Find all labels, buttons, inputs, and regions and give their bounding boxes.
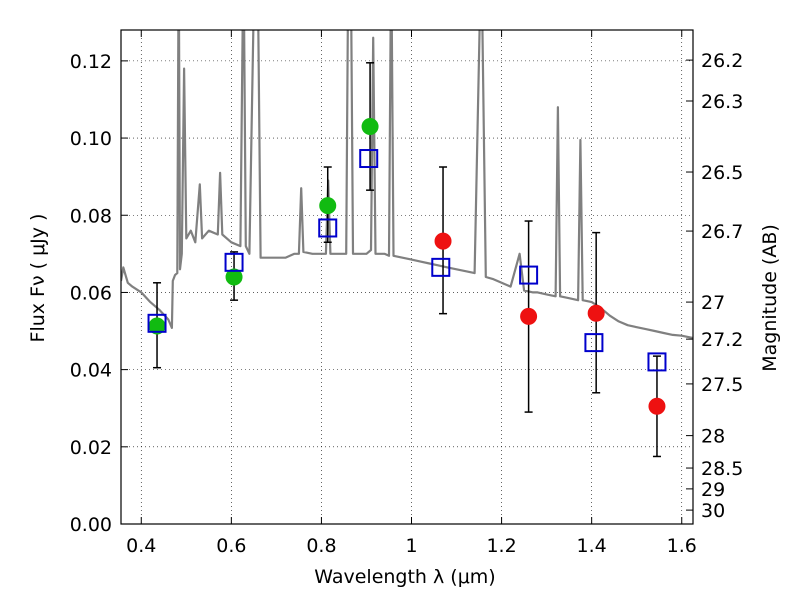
mag-tick-label: 26.5: [701, 162, 743, 184]
nir-data-point: [648, 397, 666, 415]
grid-lines: [121, 30, 693, 525]
axes: [120, 29, 694, 525]
optical-data-point: [319, 197, 337, 215]
nir-data-point: [434, 232, 452, 250]
data-markers: [147, 117, 667, 415]
mag-tick-label: 26.2: [701, 50, 743, 72]
model-photometry-square: [359, 149, 379, 169]
x-tick-label: 1.2: [486, 535, 516, 557]
mag-tick-label: 27.2: [701, 329, 743, 351]
x-tick-label: 1: [405, 535, 417, 557]
model-photometry-square: [584, 333, 604, 353]
mag-tick-label: 28: [701, 426, 725, 448]
optical-data-point: [361, 117, 379, 135]
x-tick-label: 0.8: [306, 535, 336, 557]
right-axis-label: Magnitude (AB): [759, 224, 781, 372]
model-photometry-square: [519, 265, 539, 285]
mag-tick-label: 26.7: [701, 221, 743, 243]
x-tick-label: 1.6: [667, 535, 697, 557]
mag-tick-label: 29: [701, 479, 725, 501]
model-spectrum: [121, 30, 693, 340]
model-photometry-square: [431, 257, 451, 277]
nir-data-point: [520, 307, 538, 325]
model-photometry-square: [318, 218, 338, 238]
x-tick-label: 0.4: [126, 535, 156, 557]
spectrum-line: [121, 30, 693, 340]
y-tick-label: 0.00: [70, 514, 112, 536]
x-tick-label: 0.6: [216, 535, 246, 557]
mag-tick-label: 27.5: [701, 374, 743, 396]
optical-data-point: [225, 268, 243, 286]
tick-labels: 0.4 0.6 0.8 1 1.2 1.4 1.6 0.00 0.02 0.04 0.06 0.08 0…: [70, 50, 744, 557]
y-tick-label: 0.04: [70, 360, 112, 382]
y-tick-label: 0.10: [70, 128, 112, 150]
mag-tick-label: 27: [701, 292, 725, 314]
y-tick-label: 0.12: [70, 51, 112, 73]
mag-tick-label: 28.5: [701, 458, 743, 480]
mag-tick-label: 26.3: [701, 91, 743, 113]
model-photometry-square: [224, 252, 244, 272]
y-tick-label: 0.08: [70, 205, 112, 227]
x-tick-label: 1.4: [577, 535, 607, 557]
x-axis-label: Wavelength λ (μm): [314, 566, 495, 588]
model-photometry-square: [147, 313, 167, 333]
y-tick-label: 0.06: [70, 282, 112, 304]
plot-frame: [120, 29, 694, 525]
mag-tick-label: 30: [701, 500, 725, 522]
y-tick-label: 0.02: [70, 437, 112, 459]
model-photometry-square: [647, 352, 667, 372]
nir-data-point: [587, 304, 605, 322]
y-axis-label: Flux Fν ( μJy ): [27, 214, 49, 343]
